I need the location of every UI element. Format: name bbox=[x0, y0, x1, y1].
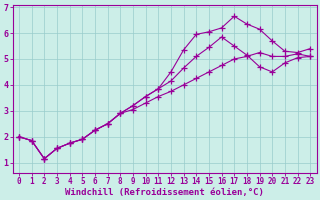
X-axis label: Windchill (Refroidissement éolien,°C): Windchill (Refroidissement éolien,°C) bbox=[65, 188, 264, 197]
